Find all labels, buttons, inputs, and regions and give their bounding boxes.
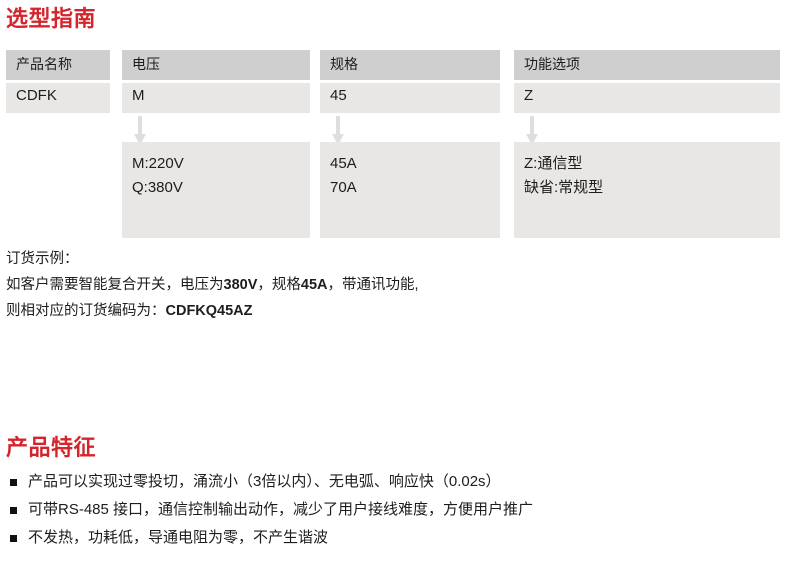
- order-desc-part-3: ，带通讯功能,: [327, 277, 419, 293]
- arrow-head: [134, 134, 146, 145]
- square-bullet-icon: [10, 535, 17, 542]
- column-options: Z:通信型 缺省:常规型: [514, 142, 780, 238]
- arrow-head: [332, 134, 344, 145]
- option-line: Q:380V: [132, 179, 183, 196]
- arrow-shaft: [336, 116, 340, 135]
- arrow-head: [526, 134, 538, 145]
- column-value: M: [122, 83, 310, 113]
- column-value: 45: [320, 83, 500, 113]
- square-bullet-icon: [10, 479, 17, 486]
- feature-text: 可带RS-485 接口，通信控制输出动作，减少了用户接线难度，方便用户推广: [28, 501, 534, 518]
- order-desc-part-2: ，规格: [257, 277, 301, 293]
- code-column-product-name: 产品名称 CDFK: [6, 50, 110, 240]
- option-line: Z:通信型: [524, 155, 583, 172]
- product-features-heading: 产品特征: [6, 435, 97, 460]
- order-desc-voltage: 380V: [223, 277, 258, 293]
- option-line: 70A: [330, 179, 357, 196]
- column-header: 规格: [320, 50, 500, 80]
- code-column-specification: 规格 45 45A 70A: [320, 50, 500, 240]
- square-bullet-icon: [10, 507, 17, 514]
- order-code-value: CDFKQ45AZ: [165, 303, 253, 319]
- ordering-example-code-line: 则相对应的订货编码为：CDFKQ45AZ: [6, 298, 419, 324]
- list-item: 产品可以实现过零投切，涌流小（3倍以内）、无电弧、响应快（0.02s）: [6, 468, 776, 496]
- ordering-example-block: 订货示例： 如客户需要智能复合开关，电压为380V，规格45A，带通讯功能, 则…: [6, 246, 419, 324]
- feature-text: 产品可以实现过零投切，涌流小（3倍以内）、无电弧、响应快（0.02s）: [28, 473, 501, 490]
- product-features-list: 产品可以实现过零投切，涌流小（3倍以内）、无电弧、响应快（0.02s） 可带RS…: [6, 468, 776, 552]
- column-options: 45A 70A: [320, 142, 500, 238]
- column-value: CDFK: [6, 83, 110, 113]
- arrow-shaft: [138, 116, 142, 135]
- option-line: 45A: [330, 155, 357, 172]
- option-line: M:220V: [132, 155, 184, 172]
- feature-text: 不发热，功耗低，导通电阻为零，不产生谐波: [28, 529, 329, 546]
- ordering-example-label: 订货示例：: [6, 251, 79, 267]
- column-header: 产品名称: [6, 50, 110, 80]
- option-line: 缺省:常规型: [524, 179, 604, 196]
- ordering-example-description: 如客户需要智能复合开关，电压为380V，规格45A，带通讯功能,: [6, 272, 419, 298]
- list-item: 可带RS-485 接口，通信控制输出动作，减少了用户接线难度，方便用户推广: [6, 496, 776, 524]
- down-arrow-icon: [132, 116, 148, 145]
- column-options: M:220V Q:380V: [122, 142, 310, 238]
- order-code-prefix: 则相对应的订货编码为：: [6, 303, 166, 319]
- arrow-shaft: [530, 116, 534, 135]
- selection-guide-heading: 选型指南: [6, 6, 97, 31]
- down-arrow-icon: [524, 116, 540, 145]
- column-header: 电压: [122, 50, 310, 80]
- column-value: Z: [514, 83, 780, 113]
- order-desc-part-1: 如客户需要智能复合开关，电压为: [6, 277, 224, 293]
- model-code-table: 产品名称 CDFK 电压 M M:220V Q:380V 规格 45: [0, 50, 786, 240]
- order-desc-spec: 45A: [300, 277, 328, 293]
- down-arrow-icon: [330, 116, 346, 145]
- column-header: 功能选项: [514, 50, 780, 80]
- code-column-voltage: 电压 M M:220V Q:380V: [122, 50, 310, 240]
- list-item: 不发热，功耗低，导通电阻为零，不产生谐波: [6, 524, 776, 552]
- code-column-function-option: 功能选项 Z Z:通信型 缺省:常规型: [514, 50, 780, 240]
